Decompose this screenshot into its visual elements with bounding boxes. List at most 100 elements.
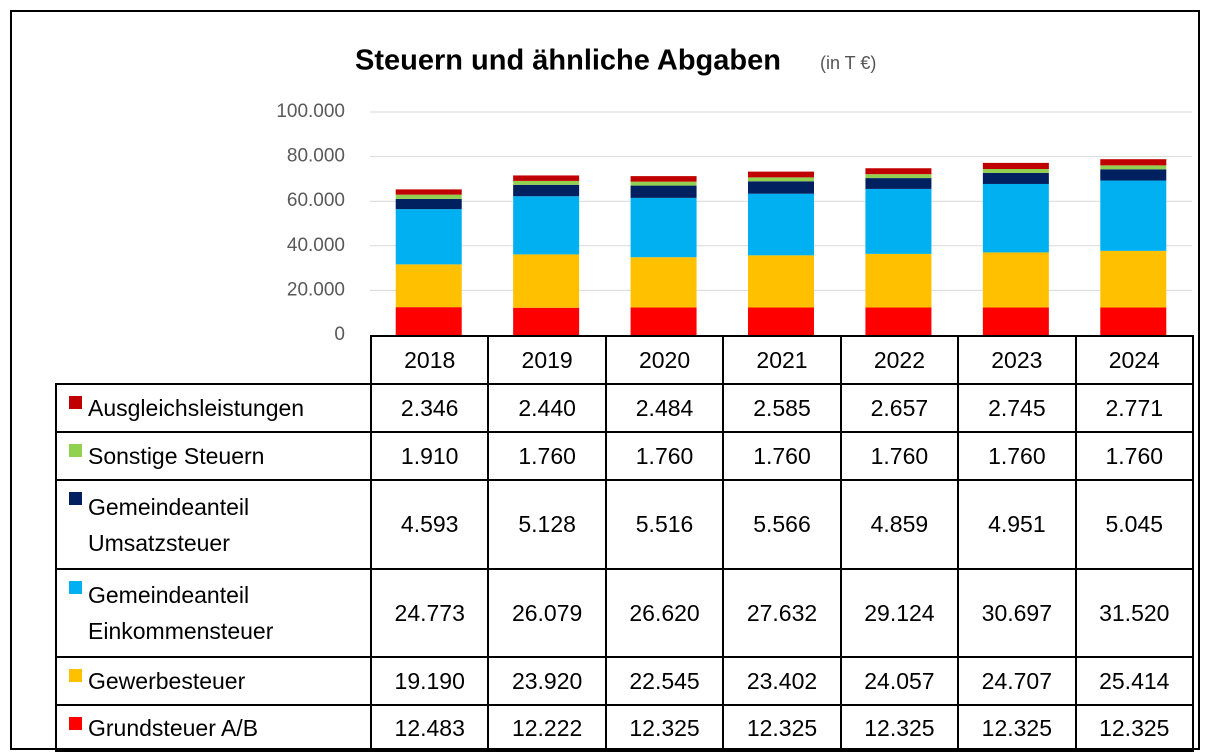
- table-value: 30.697: [957, 568, 1077, 658]
- bar-segment: [748, 307, 814, 335]
- legend-swatch: [69, 492, 82, 505]
- legend-label: Grundsteuer A/B: [88, 715, 259, 741]
- legend-swatch: [69, 717, 82, 730]
- legend-cell: Grundsteuer A/B: [55, 704, 372, 752]
- table-value: 12.325: [839, 704, 960, 752]
- table-value: 26.620: [604, 568, 725, 658]
- bar-segment: [748, 181, 814, 194]
- bar-segment: [865, 168, 932, 175]
- table-value: 1.760: [487, 431, 607, 481]
- bar-segment: [982, 172, 1049, 184]
- table-value: 4.859: [839, 479, 960, 570]
- table-value: 1.760: [604, 431, 725, 481]
- legend-cell: Gemeindeanteil Einkommensteuer: [55, 568, 372, 658]
- table-value: 23.402: [722, 656, 842, 706]
- bar-segment: [513, 307, 580, 335]
- legend-label: Gewerbesteuer: [88, 668, 246, 694]
- bar-segment: [395, 194, 462, 199]
- bar-segment: [395, 189, 462, 195]
- bar-segment: [1100, 165, 1167, 170]
- chart-subtitle: (in T €): [820, 53, 876, 73]
- table-value: 25.414: [1074, 656, 1194, 706]
- table-value: 12.325: [1074, 704, 1194, 752]
- table-value: 22.545: [604, 656, 725, 706]
- y-tick-label: 100.000: [276, 101, 345, 122]
- bar-segment: [395, 307, 462, 335]
- legend-swatch: [69, 669, 82, 682]
- bar-segment: [748, 193, 814, 256]
- bar-segment: [1100, 169, 1167, 181]
- table-value: 2.484: [604, 383, 725, 433]
- table-header-cell: 2021: [722, 335, 842, 385]
- bar-segment: [513, 196, 580, 255]
- bar-segment: [748, 171, 814, 178]
- bar-segment: [630, 176, 697, 182]
- table-value: 5.566: [722, 479, 842, 570]
- table-value: 27.632: [722, 568, 842, 658]
- y-tick-label: 20.000: [287, 279, 345, 300]
- table-value: 12.325: [604, 704, 725, 752]
- table-value: 12.483: [370, 704, 490, 752]
- legend-swatch: [69, 396, 82, 409]
- bar-segment: [1100, 180, 1167, 251]
- legend-swatch: [69, 444, 82, 457]
- bar-segment: [630, 257, 697, 308]
- table-value: 31.520: [1074, 568, 1194, 658]
- bar-segment: [395, 209, 462, 265]
- table-value: 12.222: [487, 704, 607, 752]
- legend-cell: Gewerbesteuer: [55, 656, 372, 706]
- bar-segment: [630, 181, 697, 186]
- table-value: 29.124: [839, 568, 960, 658]
- table-header-cell: 2020: [604, 335, 725, 385]
- table-value: 4.593: [370, 479, 490, 570]
- table-value: 2.440: [487, 383, 607, 433]
- bar-segment: [630, 185, 697, 198]
- table-value: 4.951: [957, 479, 1077, 570]
- legend-label: Gemeindeanteil Umsatzsteuer: [88, 493, 250, 556]
- table-value: 2.771: [1074, 383, 1194, 433]
- bar-segment: [630, 307, 697, 335]
- bar-segment: [513, 180, 580, 185]
- bar-segment: [865, 178, 932, 189]
- chart-title: Steuern und ähnliche Abgaben: [355, 45, 781, 77]
- bar-segment: [630, 197, 697, 258]
- bar-segment: [513, 184, 580, 197]
- y-tick-label: 60.000: [287, 190, 345, 211]
- bar-segment: [748, 177, 814, 182]
- bar-segment: [1100, 307, 1167, 335]
- bar-segment: [865, 174, 932, 179]
- y-tick-label: 40.000: [287, 235, 345, 256]
- legend-cell: Gemeindeanteil Umsatzsteuer: [55, 479, 372, 570]
- table-value: 24.773: [370, 568, 490, 658]
- bar-segment: [1100, 159, 1167, 166]
- legend-label: Gemeindeanteil Einkommensteuer: [88, 582, 274, 644]
- bar-segment: [982, 183, 1049, 253]
- table-header-cell: 2022: [839, 335, 960, 385]
- table-value: 24.057: [839, 656, 960, 706]
- bar-segment: [865, 188, 932, 254]
- table-value: 24.707: [957, 656, 1077, 706]
- table-value: 2.745: [957, 383, 1077, 433]
- bar-segment: [1100, 250, 1167, 308]
- bar-segment: [513, 254, 580, 308]
- table-value: 19.190: [370, 656, 490, 706]
- legend-label: Ausgleichsleistungen: [88, 395, 305, 421]
- bar-segment: [513, 175, 580, 181]
- y-tick-label: 80.000: [287, 146, 345, 167]
- bar-segment: [982, 307, 1049, 335]
- table-value: 1.760: [957, 431, 1077, 481]
- bar-segment: [982, 252, 1049, 308]
- table-value: 12.325: [722, 704, 842, 752]
- table-value: 1.760: [1074, 431, 1194, 481]
- table-value: 5.128: [487, 479, 607, 570]
- bar-segment: [982, 168, 1049, 173]
- table-value: 5.045: [1074, 479, 1194, 570]
- table-header-cell: 2019: [487, 335, 607, 385]
- bar-segment: [982, 162, 1049, 169]
- table-value: 1.760: [722, 431, 842, 481]
- bar-segment: [865, 253, 932, 308]
- table-header-cell: 2023: [957, 335, 1077, 385]
- bar-segment: [395, 264, 462, 308]
